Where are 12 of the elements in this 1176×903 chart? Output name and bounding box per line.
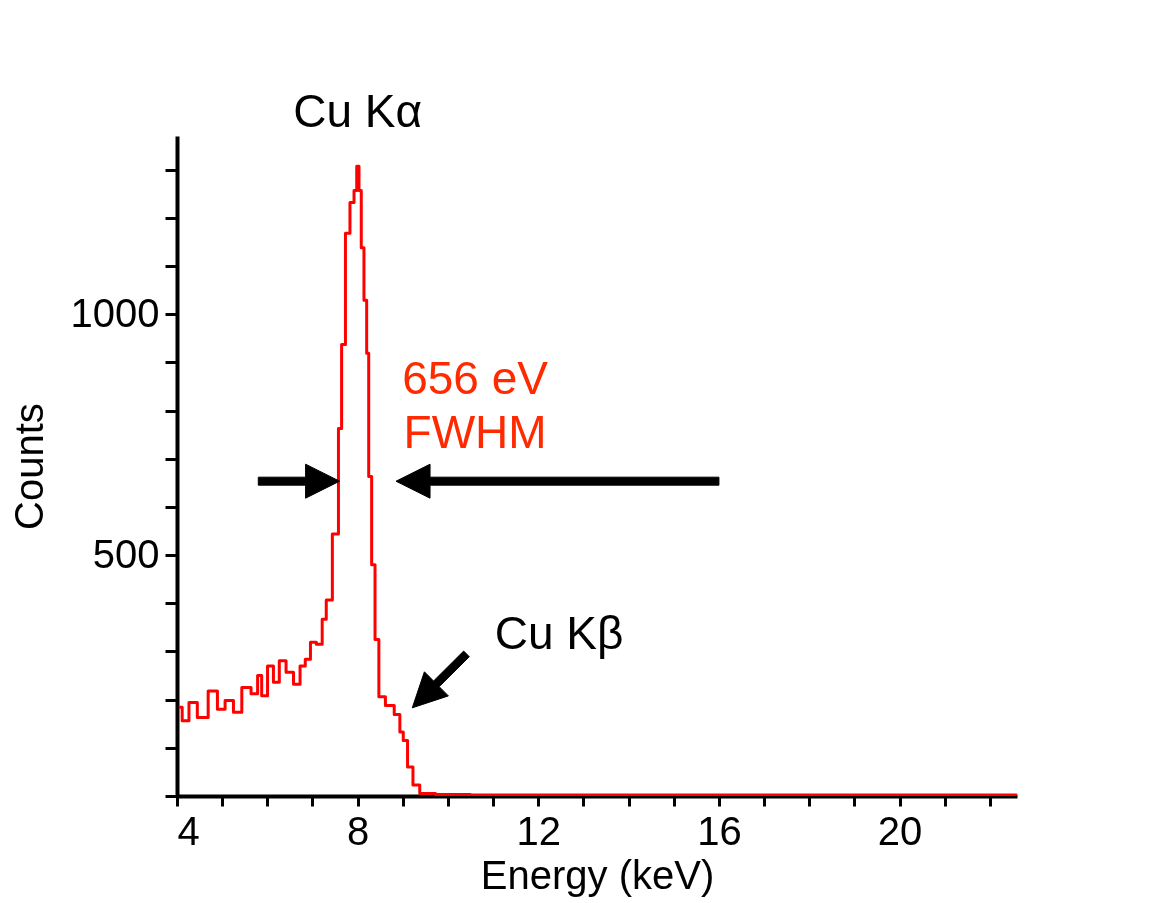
- x-tick-label: 8: [347, 808, 370, 853]
- x-tick-label: 4: [177, 808, 200, 853]
- x-tick-label: 12: [516, 808, 562, 853]
- x-tick-label: 20: [877, 808, 923, 853]
- annotation: Cu Kα: [293, 85, 423, 138]
- x-tick-label: 16: [697, 808, 742, 853]
- y-axis-title: Counts: [6, 403, 51, 530]
- x-axis-title: Energy (keV): [480, 852, 715, 897]
- annotation: Cu Kβ: [494, 606, 624, 659]
- y-tick-label: 500: [92, 531, 160, 576]
- y-tick-label: 1000: [70, 290, 160, 335]
- annotation: 656 eV FWHM: [402, 352, 549, 459]
